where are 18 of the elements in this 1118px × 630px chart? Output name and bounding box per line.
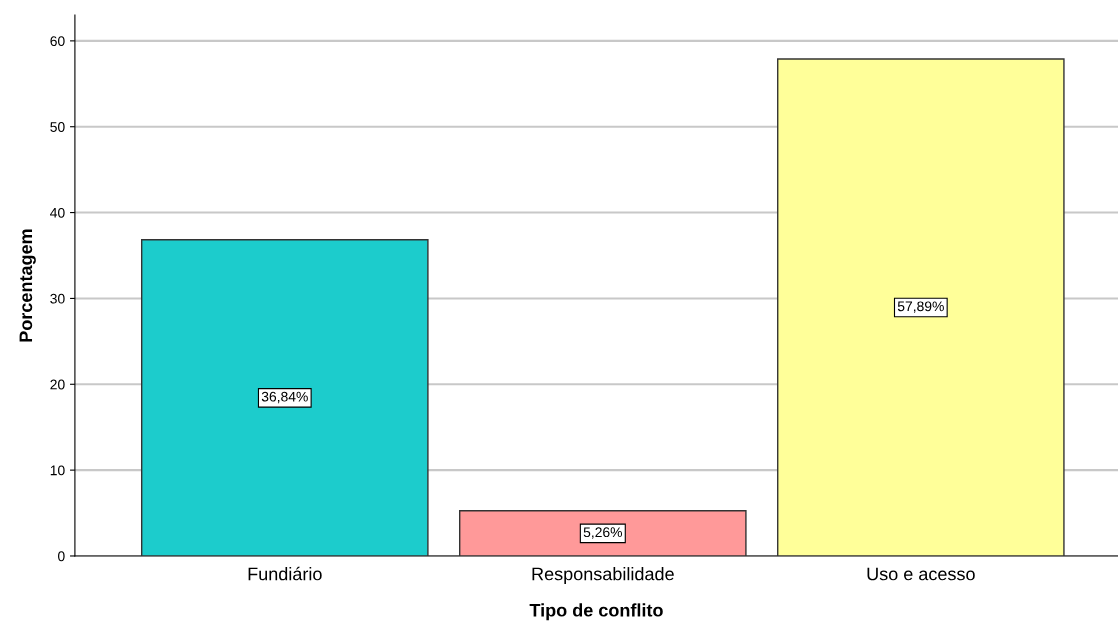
x-tick-label: Fundiário [248,566,322,581]
y-tick-label: 60 [50,36,65,47]
bar [140,239,429,556]
x-tick-label: Uso e acesso [867,567,975,581]
y-tick-label: 10 [50,465,65,476]
bar [777,58,1065,556]
data-label: 57,89% [897,301,944,313]
x-axis-title: Tipo de conflito [529,603,663,621]
y-tick-label: 20 [50,379,65,390]
y-tick-label: 0 [58,551,65,562]
x-tick-label: Responsabilidade [532,567,674,584]
y-tick-label: 30 [50,293,65,304]
y-tick-label: 50 [50,122,65,132]
data-label: 36,84% [261,391,308,404]
bar [459,510,747,556]
y-tick-label: 40 [50,207,65,218]
data-label: 5,26% [583,527,623,539]
y-axis-title: Porcentagem [19,229,36,342]
